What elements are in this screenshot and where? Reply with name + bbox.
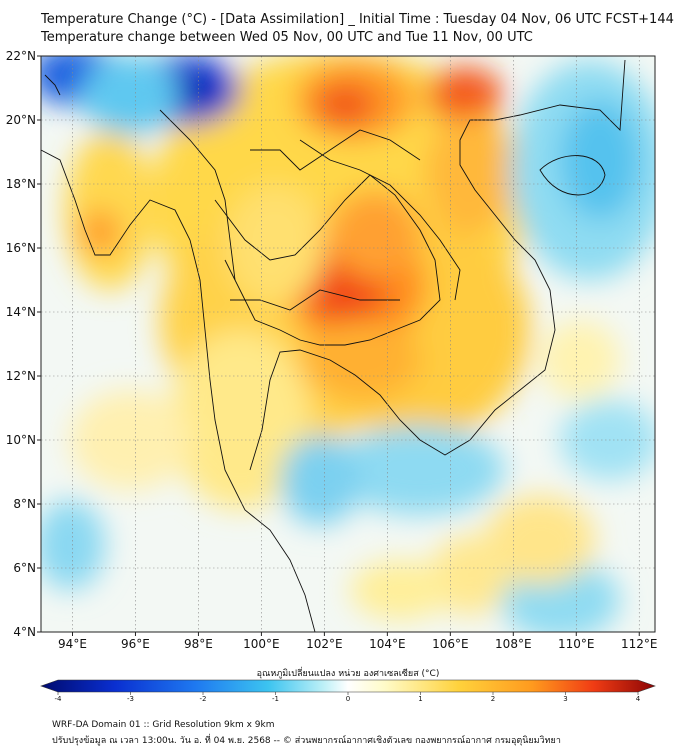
gridlines xyxy=(41,56,655,632)
lon-tick-label: 100°E xyxy=(243,637,280,651)
coastline-mainland xyxy=(41,149,316,632)
colorbar-tick-label: 2 xyxy=(491,695,495,703)
footer-model-info: WRF-DA Domain 01 :: Grid Resolution 9km … xyxy=(52,720,275,730)
colorbar xyxy=(40,679,656,693)
lon-tick-label: 108°E xyxy=(495,637,532,651)
colorbar-tick-label: 1 xyxy=(418,695,422,703)
map-frame xyxy=(40,55,656,633)
colorbar-tick-label: 0 xyxy=(346,695,350,703)
lon-tick-label: 106°E xyxy=(432,637,469,651)
footer-credit: ปรับปรุงข้อมูล ณ เวลา 13:00น. วัน อ. ที่… xyxy=(52,736,561,746)
border-inner-1 xyxy=(250,129,421,171)
colorbar-ticks: -4 -3 -2 -1 0 1 2 3 4 xyxy=(55,692,641,703)
lat-tick-label: 20°N xyxy=(6,113,36,127)
latitude-axis: 22°N 20°N 18°N 16°N 14°N 12°N 10°N 8°N 6°N 4°N xyxy=(6,49,41,639)
colorbar-tick-label: -3 xyxy=(127,695,134,703)
lat-tick-label: 16°N xyxy=(6,241,36,255)
colorbar-tick-label: -4 xyxy=(55,695,63,703)
temperature-field xyxy=(41,56,655,632)
lat-tick-label: 14°N xyxy=(6,305,36,319)
chart-subtitle: Temperature change between Wed 05 Nov, 0… xyxy=(41,30,533,45)
colorbar-tick-label: -1 xyxy=(272,695,279,703)
lon-tick-label: 104°E xyxy=(369,637,406,651)
lon-tick-label: 94°E xyxy=(58,637,87,651)
border-inner-2 xyxy=(230,289,400,311)
lon-tick-label: 112°E xyxy=(621,637,658,651)
colorbar-tick-label: -2 xyxy=(200,695,207,703)
border-myanmar xyxy=(159,109,236,281)
lat-tick-label: 6°N xyxy=(13,561,36,575)
lat-tick-label: 18°N xyxy=(6,177,36,191)
lat-tick-label: 4°N xyxy=(13,625,36,639)
colorbar-title: อุณหภูมิเปลี่ยนแปลง หน่วย องศาเซลเซียส (… xyxy=(257,666,440,679)
lon-tick-label: 110°E xyxy=(558,637,595,651)
colorbar-tick-label: 4 xyxy=(636,695,641,703)
lat-tick-label: 10°N xyxy=(6,433,36,447)
coastline-hainan xyxy=(539,155,606,196)
lat-tick-label: 22°N xyxy=(6,49,36,63)
colorbar-tick-label: 3 xyxy=(563,695,567,703)
border-thailand xyxy=(214,174,441,346)
lon-tick-label: 98°E xyxy=(184,637,213,651)
coastline-gulf xyxy=(249,59,626,471)
chart-title: Temperature Change (°C) - [Data Assimila… xyxy=(41,12,674,27)
longitude-axis: 94°E 96°E 98°E 100°E 102°E 104°E 106°E 108°E 110… xyxy=(58,632,658,651)
island-north xyxy=(44,74,61,96)
border-laos xyxy=(299,139,461,301)
lat-tick-label: 8°N xyxy=(13,497,36,511)
lon-tick-label: 102°E xyxy=(306,637,343,651)
lon-tick-label: 96°E xyxy=(121,637,150,651)
coastlines xyxy=(41,59,626,632)
lat-tick-label: 12°N xyxy=(6,369,36,383)
